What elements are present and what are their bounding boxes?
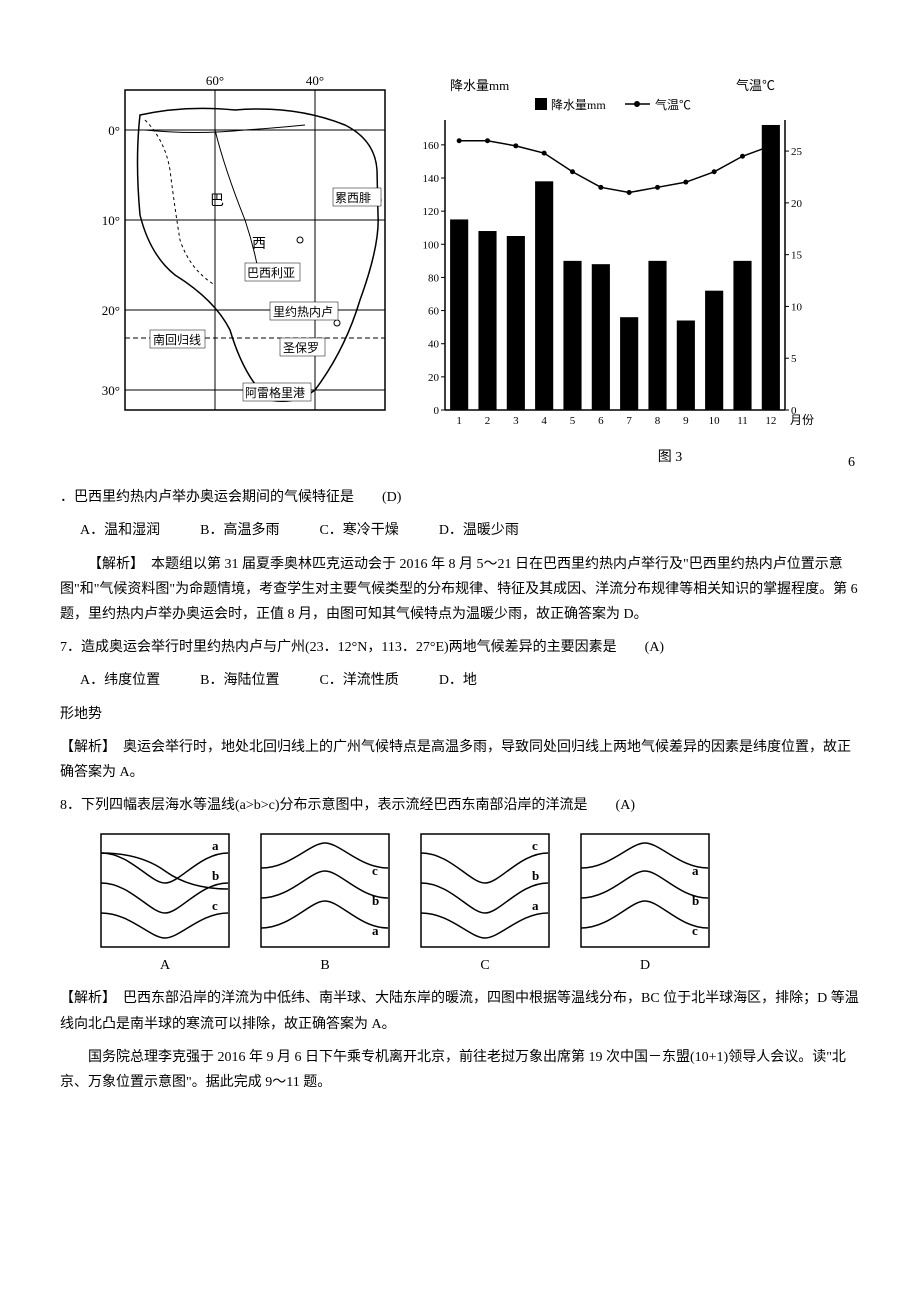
q6-number: 6 — [848, 450, 855, 475]
svg-text:c: c — [532, 838, 538, 853]
svg-text:c: c — [372, 863, 378, 878]
climate-chart: 降水量mm气温℃降水量mm气温℃020406080100120140160051… — [405, 70, 825, 440]
isotherm-d-label: D — [640, 953, 650, 978]
svg-text:a: a — [212, 838, 219, 853]
q8-analysis: 【解析】 巴西东部沿岸的洋流为中低纬、南半球、大陆东岸的暖流，四图中根据等温线分… — [60, 986, 860, 1036]
svg-text:40: 40 — [428, 339, 440, 351]
analysis-label: 【解析】 — [60, 991, 109, 1006]
q8-text: 8．下列四幅表层海水等温线(a>b>c)分布示意图中，表示流经巴西东南部沿岸的洋… — [60, 793, 860, 818]
isotherm-b: c b a B — [260, 833, 390, 978]
isotherm-c: c b a C — [420, 833, 550, 978]
figure-label: 图 3 — [480, 445, 860, 470]
svg-text:20: 20 — [428, 372, 440, 384]
isotherm-a-label: A — [160, 953, 170, 978]
svg-text:西: 西 — [252, 237, 266, 252]
svg-text:160: 160 — [423, 140, 440, 152]
isotherm-d: a b c D — [580, 833, 710, 978]
svg-text:2: 2 — [485, 415, 491, 427]
svg-text:15: 15 — [791, 250, 803, 262]
svg-text:a: a — [372, 923, 379, 938]
q7-analysis-text: 奥运会举行时，地处北回归线上的广州气候特点是高温多雨，导致同处回归线上两地气候差… — [60, 740, 851, 780]
q7-option-d: D．地 — [439, 668, 477, 693]
q6-options: A．温和湿润 B．高温多雨 C．寒冷干燥 D．温暖少雨 — [80, 518, 860, 543]
svg-text:气温℃: 气温℃ — [655, 97, 691, 112]
svg-text:100: 100 — [423, 239, 440, 251]
svg-text:120: 120 — [423, 206, 440, 218]
svg-text:b: b — [692, 893, 699, 908]
svg-text:降水量mm: 降水量mm — [450, 78, 509, 93]
svg-text:5: 5 — [791, 353, 797, 365]
q6-option-d: D．温暖少雨 — [439, 518, 519, 543]
q7-option-c: C．洋流性质 — [319, 668, 398, 693]
svg-text:降水量mm: 降水量mm — [551, 98, 606, 112]
svg-text:a: a — [692, 863, 699, 878]
svg-text:0: 0 — [434, 405, 440, 417]
isotherm-a: a b c A — [100, 833, 230, 978]
svg-text:0°: 0° — [108, 123, 120, 138]
q7-text: 7．造成奥运会举行时里约热内卢与广州(23．12°N，113．27°E)两地气候… — [60, 635, 860, 660]
q6-text: ．巴西里约热内卢举办奥运会期间的气候特征是 (D) — [60, 485, 860, 510]
svg-text:a: a — [532, 898, 539, 913]
svg-text:60°: 60° — [206, 73, 224, 88]
svg-text:11: 11 — [737, 415, 748, 427]
q6-option-c: C．寒冷干燥 — [319, 518, 398, 543]
q7-option-a: A．纬度位置 — [80, 668, 160, 693]
svg-text:巴: 巴 — [210, 194, 224, 209]
svg-text:7: 7 — [626, 415, 632, 427]
svg-text:25: 25 — [791, 146, 803, 158]
svg-text:6: 6 — [598, 415, 604, 427]
svg-text:40°: 40° — [306, 73, 324, 88]
svg-text:8: 8 — [655, 415, 661, 427]
svg-text:月份: 月份 — [790, 413, 814, 427]
svg-text:140: 140 — [423, 173, 440, 185]
q7-analysis: 【解析】 奥运会举行时，地处北回归线上的广州气候特点是高温多雨，导致同处回归线上… — [60, 735, 860, 785]
analysis-label: 【解析】 — [60, 740, 109, 755]
svg-text:c: c — [692, 923, 698, 938]
svg-text:3: 3 — [513, 415, 519, 427]
q7-option-b: B．海陆位置 — [200, 668, 279, 693]
svg-text:b: b — [532, 868, 539, 883]
svg-text:气温℃: 气温℃ — [736, 78, 775, 93]
context-paragraph: 国务院总理李克强于 2016 年 9 月 6 日下午乘专机离开北京，前往老挝万象… — [60, 1045, 860, 1095]
svg-text:30°: 30° — [102, 383, 120, 398]
svg-text:5: 5 — [570, 415, 576, 427]
q7-options: A．纬度位置 B．海陆位置 C．洋流性质 D．地 — [80, 668, 860, 693]
svg-text:巴西利亚: 巴西利亚 — [247, 266, 295, 280]
svg-text:9: 9 — [683, 415, 689, 427]
svg-text:累西腓: 累西腓 — [335, 190, 371, 205]
analysis-label: 【解析】 — [88, 557, 137, 572]
q6-option-a: A．温和湿润 — [80, 518, 160, 543]
isotherm-diagrams: a b c A c b a B c b a C — [100, 833, 860, 978]
q6-option-b: B．高温多雨 — [200, 518, 279, 543]
svg-text:c: c — [212, 898, 218, 913]
svg-text:60: 60 — [428, 306, 440, 318]
svg-text:阿雷格里港: 阿雷格里港 — [245, 385, 305, 400]
svg-text:b: b — [372, 893, 379, 908]
svg-text:南回归线: 南回归线 — [153, 332, 201, 347]
q6-analysis-text: 本题组以第 31 届夏季奥林匹克运动会于 2016 年 8 月 5～21 日在巴… — [60, 557, 858, 622]
q6-analysis: 【解析】 本题组以第 31 届夏季奥林匹克运动会于 2016 年 8 月 5～2… — [60, 552, 860, 628]
q8-analysis-text: 巴西东部沿岸的洋流为中低纬、南半球、大陆东岸的暖流，四图中根据等温线分布，BC … — [60, 991, 859, 1031]
svg-text:20°: 20° — [102, 303, 120, 318]
svg-text:10: 10 — [709, 415, 721, 427]
svg-text:b: b — [212, 868, 219, 883]
svg-text:20: 20 — [791, 198, 803, 210]
svg-text:80: 80 — [428, 272, 440, 284]
q7-option-d-cont: 形地势 — [60, 702, 860, 727]
isotherm-c-label: C — [480, 953, 489, 978]
svg-text:里约热内卢: 里约热内卢 — [273, 304, 333, 319]
svg-text:圣保罗: 圣保罗 — [283, 341, 319, 355]
svg-text:1: 1 — [456, 415, 462, 427]
svg-text:10°: 10° — [102, 213, 120, 228]
svg-text:4: 4 — [541, 415, 547, 427]
brazil-map: 60° 40° 0° 10° 20° 30° 巴 西 巴西利亚 — [95, 70, 395, 420]
isotherm-b-label: B — [320, 953, 329, 978]
svg-text:10: 10 — [791, 301, 803, 313]
svg-text:12: 12 — [765, 415, 776, 427]
